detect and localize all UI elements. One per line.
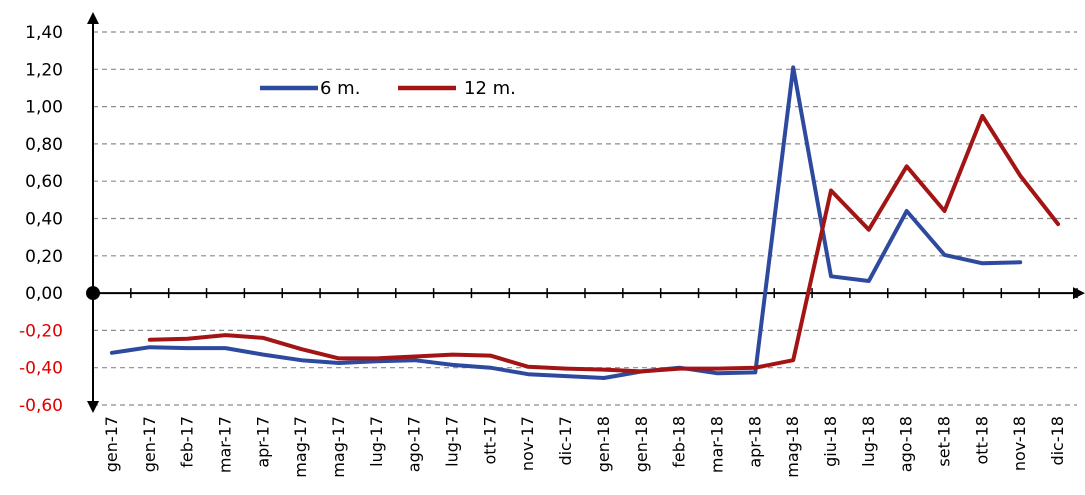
y-tick-label: -0,20 [19,321,63,341]
y-axis-arrow-top [87,12,99,24]
x-tick-label: giu-18 [821,416,840,467]
x-tick-label: lug-17 [443,416,462,467]
x-tick-label: mag-18 [783,416,802,478]
x-tick-label: gen-17 [140,416,159,472]
origin-dot [86,286,100,301]
gridlines [93,31,1077,406]
y-tick-label: 0,60 [25,172,63,192]
x-tick-label: lug-18 [859,416,878,467]
x-tick-label: gen-17 [102,416,121,472]
x-tick-label: nov-18 [1010,416,1029,471]
y-tick-label: 1,20 [25,60,63,80]
x-tick-label: set-18 [935,416,954,467]
x-axis-arrow [1073,287,1085,300]
x-tick-label: mag-17 [291,416,310,478]
y-axis-arrow-bottom [87,401,99,413]
x-tick-label: apr-18 [745,416,764,468]
x-tick-label: feb-17 [178,416,197,468]
y-tick-label: -0,40 [19,359,63,379]
axes [86,12,1085,413]
x-tick-label: dic-17 [556,416,575,466]
legend-label-12m: 12 m. [464,78,516,99]
x-tick-label: ott-17 [480,416,499,464]
series-lines [109,65,1061,380]
x-tick-label: mag-17 [329,416,348,478]
x-tick-label: mar-18 [707,416,726,473]
x-tick-label: dic-18 [1048,416,1067,466]
x-tick-label: ago-18 [897,416,916,472]
x-tick-label: gen-18 [594,416,613,472]
x-tick-label: feb-18 [670,416,689,468]
y-tick-label: 1,40 [25,23,63,43]
x-tick-label: apr-17 [253,416,272,468]
y-tick-label: 0,00 [25,284,63,304]
y-tick-label: 0,80 [25,135,63,155]
series-line-12m [147,113,1061,374]
legend: 6 m. 12 m. [260,78,516,99]
x-tick-label: nov-17 [518,416,537,471]
x-tick-label: lug-17 [367,416,386,467]
series-line-6m [109,65,1023,380]
y-tick-label: 1,00 [25,98,63,118]
x-tick-label: mar-17 [215,416,234,473]
x-tick-label: ago-17 [405,416,424,472]
y-tick-label: 0,20 [25,247,63,267]
y-tick-label: -0,60 [19,396,63,416]
x-tick-label: ott-18 [972,416,991,464]
x-tick-label: gen-18 [632,416,651,472]
y-tick-label: 0,40 [25,210,63,230]
x-axis-tick-labels: gen-17 gen-17 feb-17 mar-17 apr-17 mag-17 mag-… [102,416,1067,478]
y-axis-tick-labels: 1,40 1,20 1,00 0,80 0,60 0,40 0,20 0,00 -0,20 -0,… [19,23,63,416]
legend-label-6m: 6 m. [320,78,360,99]
